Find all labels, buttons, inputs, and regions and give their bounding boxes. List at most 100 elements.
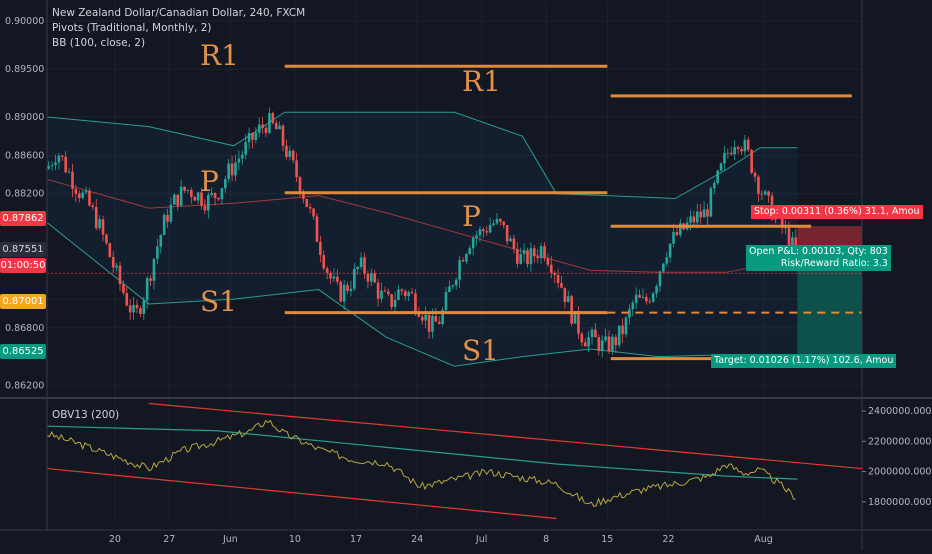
candle-body — [648, 301, 652, 303]
price-tag-last: 0.87551 — [0, 242, 46, 257]
chart-legend: New Zealand Dollar/Canadian Dollar, 240,… — [52, 6, 305, 51]
candle-body — [47, 165, 50, 169]
candle-body — [522, 250, 526, 255]
candle-body — [740, 149, 743, 152]
candle-body — [614, 336, 618, 346]
candle-body — [285, 145, 288, 158]
candle-body — [179, 186, 183, 206]
candle-body — [370, 273, 373, 282]
candle-body — [122, 284, 125, 293]
candle-body — [115, 265, 118, 268]
open-pnl-text: Open P&L: 0.00103, Qty: 803 — [749, 246, 888, 257]
candle-body — [308, 206, 312, 209]
open-pnl-label[interactable]: Open P&L: 0.00103, Qty: 803 Risk/Reward … — [746, 245, 891, 271]
target-label[interactable]: Target: 0.01026 (1.17%) 102.6, Amou — [711, 354, 897, 368]
candle-body — [420, 316, 424, 321]
candle-body — [274, 122, 278, 130]
time-tick-label: 24 — [411, 534, 423, 545]
candle-body — [533, 248, 536, 257]
candle-body — [414, 293, 417, 313]
candle-body — [465, 253, 468, 262]
candle-body — [230, 163, 234, 176]
candle-body — [271, 113, 275, 123]
obv-tick-label: 1800000.00000 — [868, 497, 932, 508]
candle-body — [719, 163, 723, 171]
candle-body — [427, 314, 431, 332]
stop-label[interactable]: Stop: 0.00311 (0.36%) 31.1, Amou — [751, 205, 923, 219]
candle-body — [268, 113, 271, 133]
candle-body — [227, 163, 230, 180]
price-tick-label: 0.88600 — [5, 150, 44, 161]
candle-body — [757, 176, 760, 194]
candle-body — [434, 315, 438, 322]
candle-body — [125, 292, 129, 306]
candle-body — [641, 297, 645, 298]
candle-body — [329, 272, 332, 279]
bb-lower-line — [46, 222, 798, 367]
candle-body — [332, 276, 336, 279]
bb-legend: BB (100, close, 2) — [52, 37, 146, 49]
time-tick-label: 20 — [109, 534, 121, 545]
candle-body — [386, 291, 390, 295]
bollinger-bands — [46, 111, 798, 367]
candle-body — [200, 192, 203, 206]
candle-body — [444, 292, 448, 310]
candle-body — [509, 238, 512, 242]
candle-body — [105, 234, 108, 244]
price-tick-label: 0.89500 — [5, 64, 44, 75]
pivots-legend: Pivots (Traditional, Monthly, 2) — [52, 22, 212, 34]
candle-body — [448, 286, 451, 293]
candle-body — [128, 305, 132, 313]
candle-body — [563, 287, 567, 303]
candle-body — [234, 162, 237, 176]
candle-body — [743, 139, 747, 152]
pivot-label-s1-june: S1 — [200, 285, 237, 318]
candle-body — [549, 264, 553, 273]
candle-body — [108, 243, 112, 258]
candle-body — [257, 124, 261, 133]
candle-body — [746, 139, 750, 150]
candle-body — [628, 309, 631, 318]
candle-body — [410, 292, 414, 294]
candle-body — [291, 150, 295, 161]
candle-body — [668, 243, 672, 258]
candle-body — [471, 237, 475, 249]
price-tag-target: 0.86525 — [0, 344, 46, 359]
candle-body — [383, 290, 387, 292]
candle-body — [244, 142, 247, 155]
candle-body — [587, 337, 590, 347]
candle-body — [64, 156, 67, 173]
candle-body — [709, 188, 713, 217]
candle-body — [223, 179, 227, 189]
candle-body — [77, 193, 81, 198]
candle-body — [193, 196, 197, 201]
candle-body — [247, 133, 251, 143]
candle-body — [468, 248, 472, 254]
candle-body — [74, 188, 78, 194]
candle-body — [454, 279, 458, 286]
candle-body — [692, 216, 696, 223]
candle-body — [302, 192, 305, 199]
obv-tick-label: 2200000.00000 — [868, 436, 932, 447]
obv-legend: OBV13 (200) — [52, 409, 120, 421]
candle-body — [760, 193, 764, 195]
candle-body — [502, 221, 506, 226]
candle-body — [662, 263, 665, 272]
candle-body — [787, 228, 791, 249]
candle-body — [604, 336, 607, 341]
obv-line — [46, 419, 796, 507]
candle-body — [156, 246, 159, 259]
obv-tick-label: 2400000.00000 — [868, 406, 932, 417]
candle-body — [135, 304, 139, 309]
candle-body — [478, 229, 482, 236]
candle-body — [264, 127, 268, 133]
candle-body — [750, 149, 753, 173]
candle-body — [577, 310, 580, 334]
candle-body — [461, 260, 465, 262]
candle-body — [441, 309, 444, 324]
candle-body — [152, 258, 156, 281]
candle-body — [519, 254, 523, 264]
candle-body — [196, 192, 200, 201]
time-tick-label: 17 — [350, 534, 362, 545]
